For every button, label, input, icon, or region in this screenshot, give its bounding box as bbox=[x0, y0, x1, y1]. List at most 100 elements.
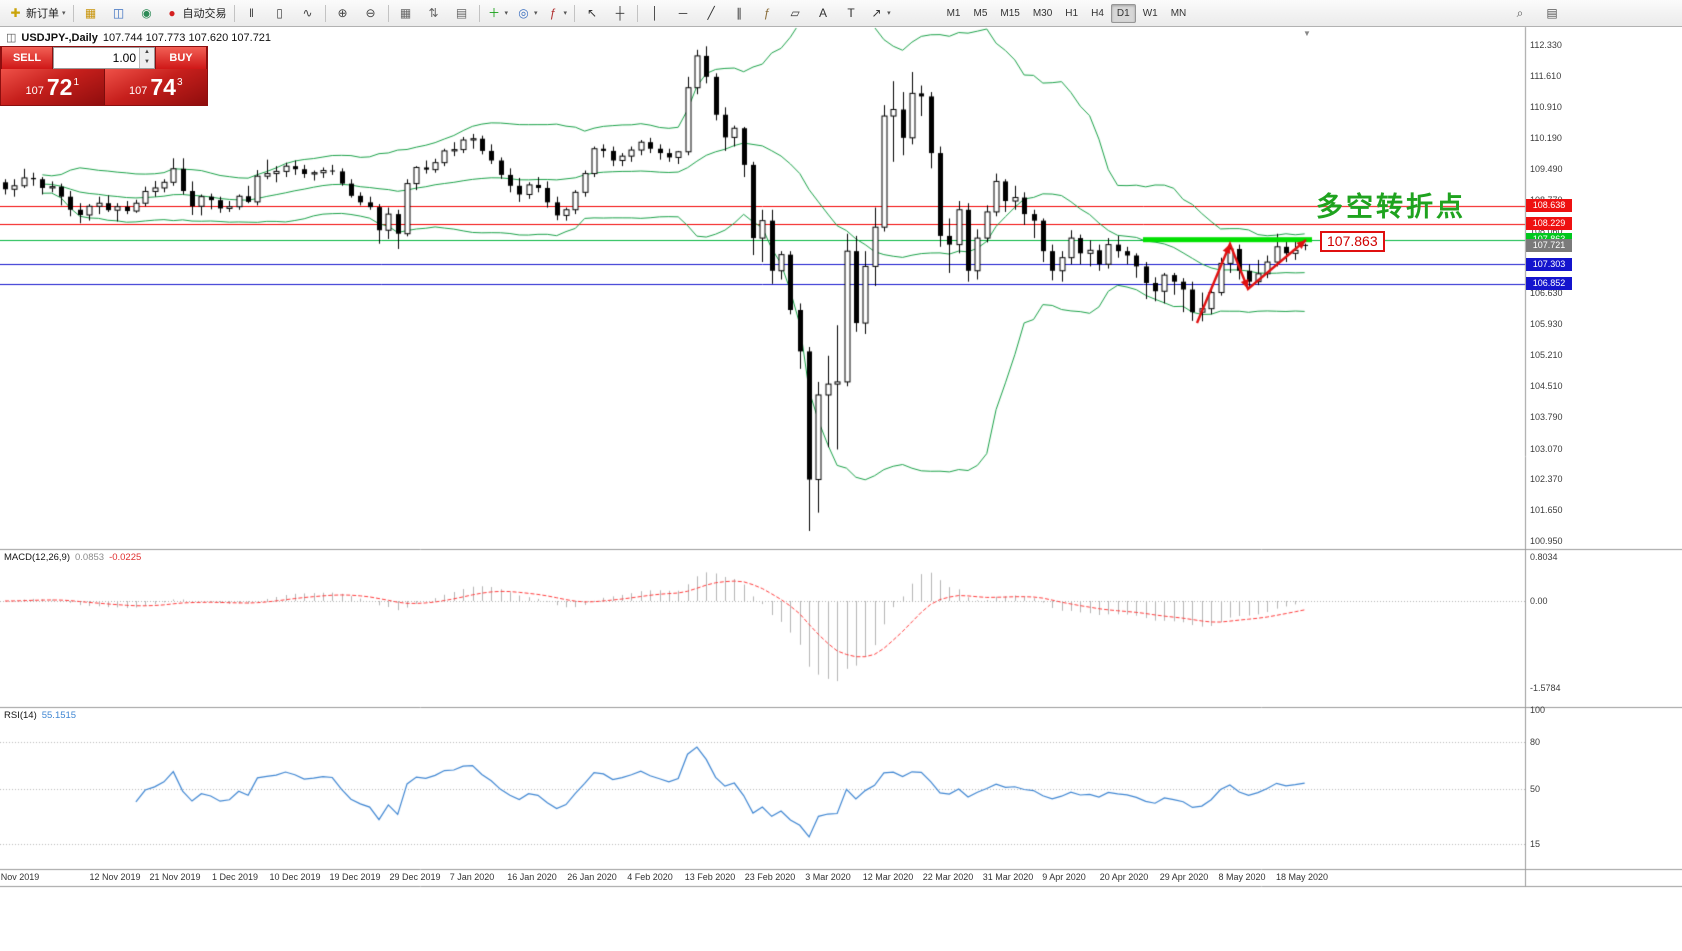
date-axis-label: 12 Mar 2020 bbox=[862, 872, 914, 882]
rsi-axis-label: 100 bbox=[1530, 705, 1546, 715]
price-axis-label: 105.930 bbox=[1530, 318, 1563, 329]
price-axis-label: 106.630 bbox=[1530, 288, 1563, 299]
new-chart-button[interactable]: ＋ ▾ bbox=[483, 2, 513, 25]
timeframe-m15[interactable]: M15 bbox=[1000, 7, 1020, 19]
timeframe-toolbar: M1 M5 M15 M30 H1 H4 D1 W1 MN bbox=[941, 3, 1193, 23]
date-axis-label: Nov 2019 bbox=[0, 872, 40, 882]
market-watch-icon[interactable]: ◉ bbox=[133, 2, 161, 25]
timeframe-mn[interactable]: MN bbox=[1170, 7, 1187, 19]
turning-point-annotation: 多空转折点 bbox=[1316, 192, 1466, 222]
date-axis-label: 12 Nov 2019 bbox=[89, 872, 141, 882]
crosshair-icon[interactable]: ┼ bbox=[606, 2, 634, 25]
indicators-button[interactable]: ƒ ▾ bbox=[542, 2, 572, 25]
date-axis-label: 21 Nov 2019 bbox=[149, 872, 201, 882]
auto-trading-button[interactable]: ● 自动交易 bbox=[161, 2, 231, 25]
date-axis-label: 13 Feb 2020 bbox=[684, 872, 736, 882]
sell-button[interactable]: SELL bbox=[1, 47, 53, 69]
volume-input[interactable] bbox=[54, 48, 139, 68]
rsi-axis-label: 80 bbox=[1530, 736, 1541, 747]
candlestick-chart-icon[interactable]: ▯ bbox=[266, 2, 294, 25]
channel-icon[interactable]: ∥ bbox=[725, 2, 753, 25]
vertical-line-icon-glyph: │ bbox=[651, 5, 659, 20]
timeframe-h4[interactable]: H4 bbox=[1091, 7, 1104, 19]
tile-windows-icon[interactable]: ▦ bbox=[392, 2, 420, 25]
price-tag-107-303: 107.303 bbox=[1526, 257, 1572, 271]
buy-price-prefix: 107 bbox=[128, 85, 148, 97]
date-axis-label: 26 Jan 2020 bbox=[567, 872, 617, 882]
arrange-windows-icon-glyph: ▤ bbox=[455, 5, 468, 20]
line-chart-icon[interactable]: ∿ bbox=[294, 2, 322, 25]
timeframe-h1[interactable]: H1 bbox=[1065, 7, 1079, 19]
rsi-value: 55.1515 bbox=[41, 710, 77, 721]
date-axis-label: 7 Jan 2020 bbox=[449, 872, 495, 882]
zoom-in-icon[interactable]: ⊕ bbox=[329, 2, 357, 25]
text-icon[interactable]: A bbox=[809, 2, 837, 25]
shapes-icon-glyph: ▱ bbox=[790, 5, 800, 20]
new-order-button[interactable]: ✚ 新订单 ▾ bbox=[4, 2, 70, 25]
buy-button[interactable]: BUY bbox=[155, 47, 207, 69]
dropdown-caret-icon: ▾ bbox=[62, 10, 66, 17]
arrange-windows-icon[interactable]: ▤ bbox=[448, 2, 476, 25]
market-watch-icon-glyph: ◉ bbox=[141, 5, 152, 20]
macd-axis-label: 0.8034 bbox=[1530, 551, 1558, 562]
bar-chart-icon[interactable]: ‖ bbox=[238, 2, 266, 25]
toolbar-separator bbox=[233, 4, 235, 22]
dropdown-caret-icon: ▾ bbox=[534, 10, 538, 17]
search-icon[interactable]: ⌕ bbox=[1506, 2, 1534, 25]
timeframe-m30[interactable]: M30 bbox=[1032, 7, 1053, 19]
date-axis-label: 10 Dec 2019 bbox=[269, 872, 321, 882]
trendline-icon-glyph: ╱ bbox=[707, 5, 715, 20]
profiles-icon[interactable]: ◫ bbox=[105, 2, 133, 25]
price-axis-label: 100.950 bbox=[1530, 535, 1563, 546]
auto-trading-button-glyph: ● bbox=[168, 5, 176, 20]
bar-chart-icon-glyph: ‖ bbox=[249, 5, 254, 20]
channel-icon-glyph: ∥ bbox=[736, 5, 743, 20]
price-axis-label: 108.060 bbox=[1530, 226, 1563, 237]
auto-trading-button-label: 自动交易 bbox=[182, 8, 227, 20]
dropdown-caret-icon: ▾ bbox=[563, 10, 568, 17]
chart-cycle-button-glyph: ◎ bbox=[518, 5, 529, 20]
text-label-icon[interactable]: T bbox=[837, 2, 865, 25]
zoom-out-icon[interactable]: ⊖ bbox=[357, 2, 385, 25]
volume-up-button[interactable]: ▲ bbox=[140, 48, 154, 58]
toolbar-items: ✚ 新订单 ▾ ▦ ◫ ◉ ● 自动交易 ‖ ▯ ∿ ⊕ ⊖ ▦ ⇅ ▤ ＋ ▾ ◎ ▾ ƒ ▾ ↖ ┼ │ ─ ╱ ∥ ƒ ▱ A T ↗ ▾ bbox=[4, 2, 895, 25]
arrows-tool-button[interactable]: ↗ ▾ bbox=[865, 2, 895, 25]
macd-name: MACD(12,26,9) bbox=[4, 552, 70, 563]
shapes-icon[interactable]: ▱ bbox=[781, 2, 809, 25]
toolbar-right-icons: ⌕ ▤ bbox=[1506, 2, 1566, 25]
toolbar-separator bbox=[324, 4, 326, 22]
arrange-ascending-icon-glyph: ⇅ bbox=[428, 5, 439, 20]
vertical-line-icon[interactable]: │ bbox=[641, 2, 669, 25]
chart-shift-marker[interactable]: ▼ bbox=[1303, 29, 1311, 38]
cursor-icon[interactable]: ↖ bbox=[578, 2, 606, 25]
date-axis-label: 29 Dec 2019 bbox=[389, 872, 441, 882]
date-axis-label: 8 May 2020 bbox=[1218, 872, 1266, 882]
tile-windows-icon-glyph: ▦ bbox=[399, 5, 412, 20]
horizontal-line-icon[interactable]: ─ bbox=[669, 2, 697, 25]
timeframe-d1[interactable]: D1 bbox=[1110, 3, 1136, 23]
timeframe-w1[interactable]: W1 bbox=[1142, 7, 1158, 19]
price-tag-108-638: 108.638 bbox=[1526, 199, 1572, 213]
sell-price-pip: 1 bbox=[73, 76, 79, 88]
arrange-ascending-icon[interactable]: ⇅ bbox=[420, 2, 448, 25]
arrows-tool-button-glyph: ↗ bbox=[871, 5, 882, 20]
fibonacci-icon[interactable]: ƒ bbox=[753, 2, 781, 25]
timeframe-m5[interactable]: M5 bbox=[973, 7, 988, 19]
date-axis-label: 9 Apr 2020 bbox=[1042, 872, 1086, 882]
horizontal-line-icon-glyph: ─ bbox=[678, 5, 688, 20]
profiles-icon-glyph: ◫ bbox=[112, 5, 125, 20]
price-axis-label: 105.210 bbox=[1530, 350, 1563, 361]
price-axis-label: 101.650 bbox=[1530, 505, 1563, 516]
volume-down-button[interactable]: ▼ bbox=[140, 58, 154, 68]
window-list-icon[interactable]: ▤ bbox=[1538, 2, 1566, 25]
timeframe-m1[interactable]: M1 bbox=[946, 7, 961, 19]
text-icon-glyph: A bbox=[819, 5, 828, 20]
trendline-icon[interactable]: ╱ bbox=[697, 2, 725, 25]
sell-price-display[interactable]: 107 72 1 bbox=[1, 69, 104, 105]
toolbar-separator bbox=[387, 4, 389, 22]
chart-window-icon[interactable]: ▦ bbox=[77, 2, 105, 25]
chart-cycle-button[interactable]: ◎ ▾ bbox=[512, 2, 542, 25]
buy-price-display[interactable]: 107 74 3 bbox=[104, 69, 207, 105]
